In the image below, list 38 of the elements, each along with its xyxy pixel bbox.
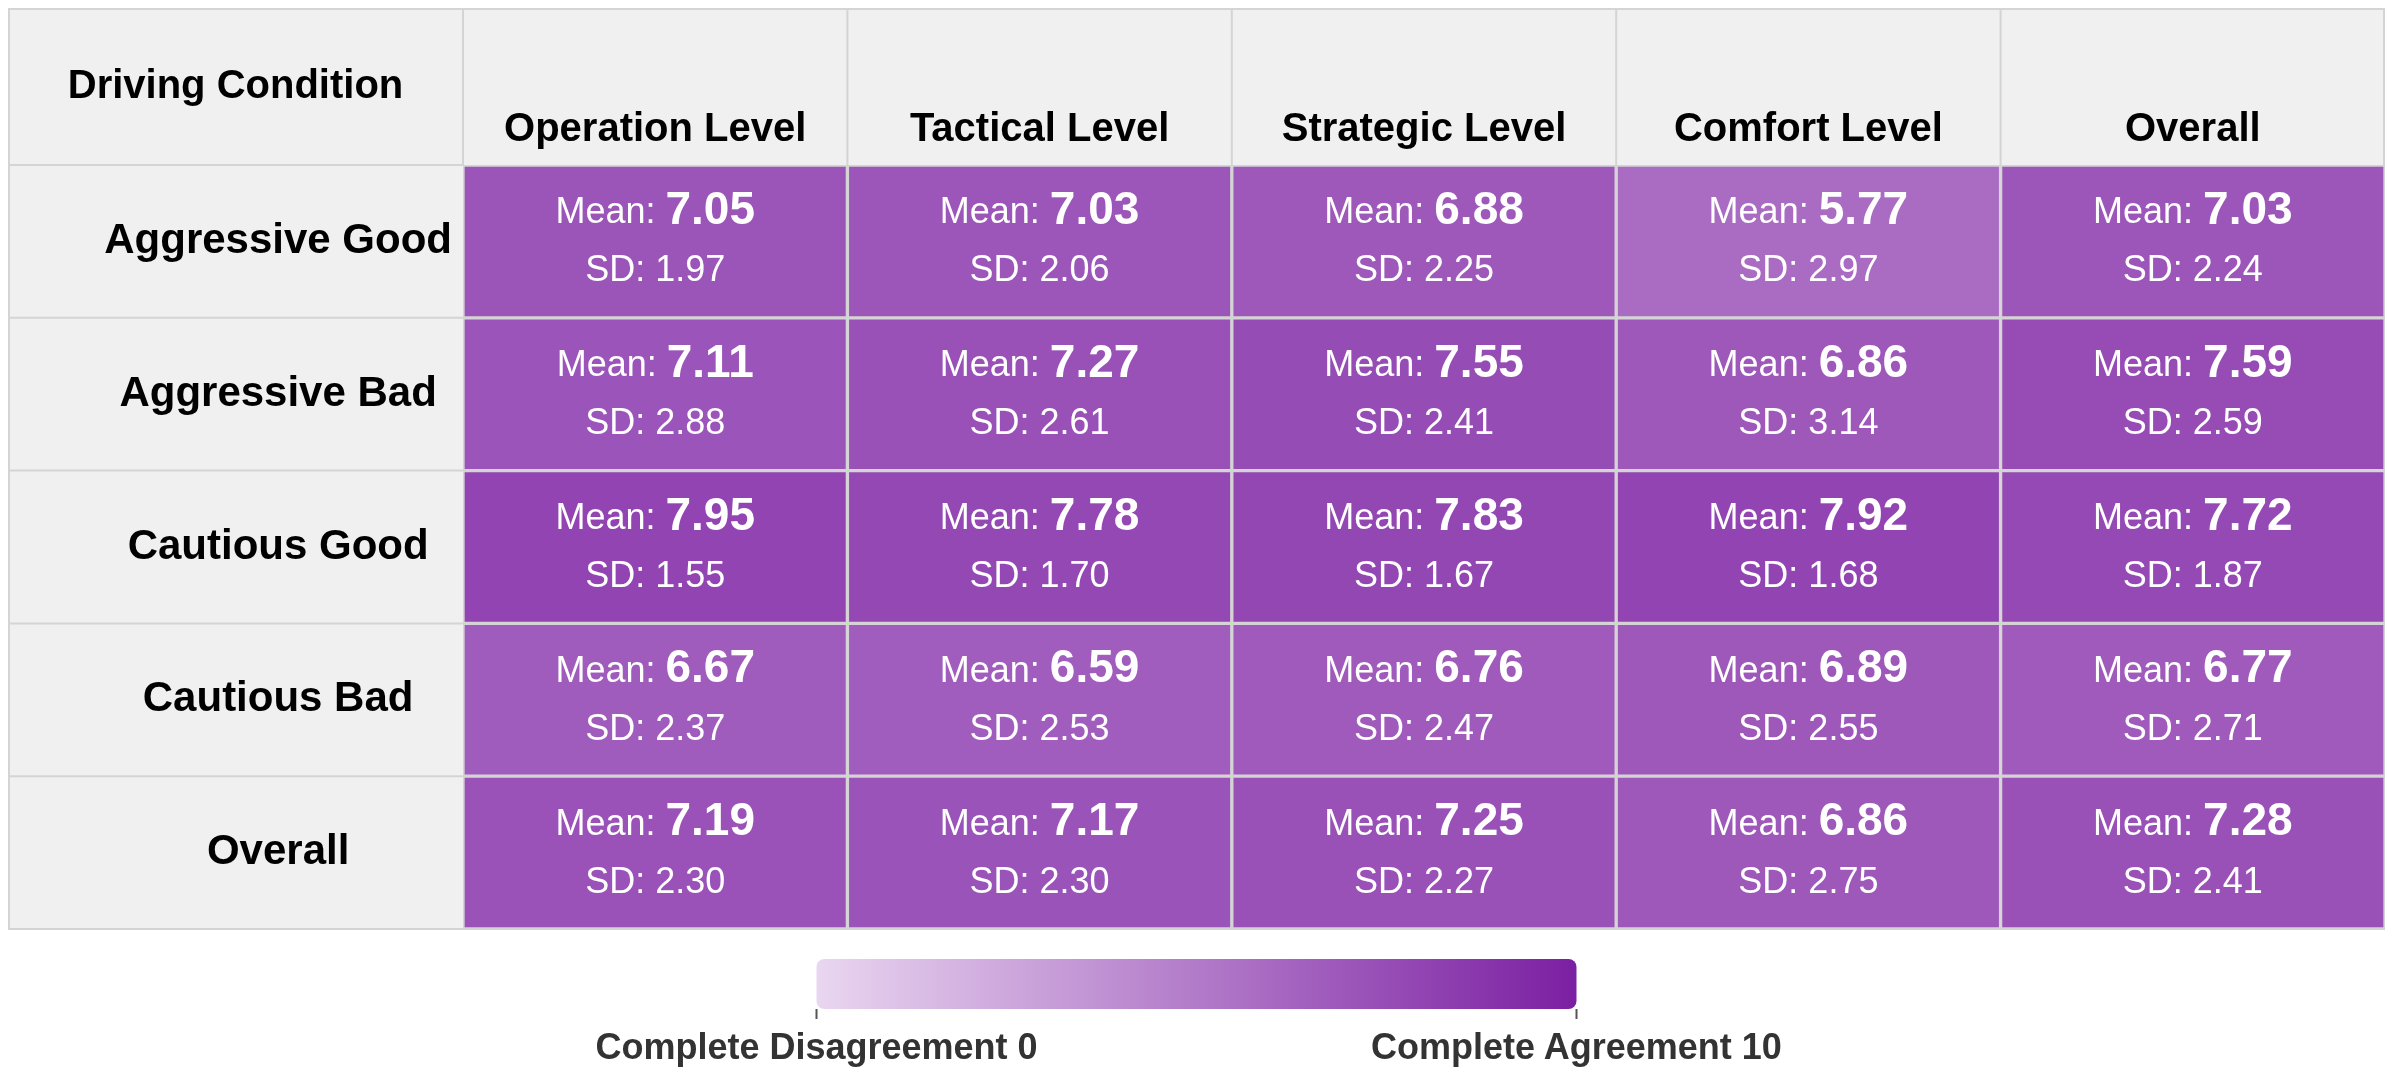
x-tick-label: Tactical Level (909, 105, 1170, 150)
data-label: Mean: 7.11 SD: 2.88 (556, 334, 754, 443)
y-tick-label: Overall (206, 826, 350, 874)
data-label: Mean: 7.28 SD: 2.41 (2093, 793, 2293, 901)
data-label: Mean: 7.78 SD: 1.70 (939, 487, 1140, 595)
data-label: Mean: 6.76 SD: 2.47 (1324, 640, 1524, 748)
y-axis-title: Driving Condition (67, 61, 404, 106)
y-tick-label: Aggressive Bad (119, 367, 437, 415)
data-label: Mean: 7.59 SD: 2.59 (2093, 334, 2293, 443)
data-label: Mean: 7.19 SD: 2.30 (555, 793, 755, 901)
data-label: Mean: 7.03 SD: 2.06 (939, 182, 1140, 290)
data-label: Mean: 6.86 SD: 2.75 (1708, 793, 1909, 901)
data-label: Mean: 6.89 SD: 2.55 (1708, 640, 1909, 748)
x-tick-label: Comfort Level (1673, 105, 1943, 150)
data-label: Mean: 6.59 SD: 2.53 (939, 640, 1140, 748)
data-label: Mean: 7.92 SD: 1.68 (1708, 487, 1909, 595)
data-label: Mean: 7.25 SD: 2.27 (1324, 793, 1524, 901)
data-label: Mean: 7.03 SD: 2.24 (2093, 182, 2293, 290)
y-tick-label: Aggressive Good (104, 214, 453, 262)
color-bar-label: Complete Agreement 10 (1371, 1025, 1782, 1067)
data-label: Mean: 7.83 SD: 1.67 (1324, 487, 1524, 595)
x-tick-label: Operation Level (504, 105, 807, 150)
data-label: Mean: 7.17 SD: 2.30 (939, 793, 1140, 901)
color-bar-label: Complete Disagreement 0 (595, 1025, 1038, 1067)
x-tick-label: Overall (2124, 105, 2261, 150)
data-label: Mean: 5.77 SD: 2.97 (1708, 182, 1909, 290)
data-label: Mean: 6.86 SD: 3.14 (1708, 334, 1909, 443)
x-tick-label: Strategic Level (1281, 105, 1567, 150)
data-label: Mean: 6.77 SD: 2.71 (2093, 640, 2293, 748)
y-tick-label: Cautious Good (127, 520, 429, 568)
data-label: Mean: 6.88 SD: 2.25 (1324, 182, 1524, 290)
data-label: Mean: 6.67 SD: 2.37 (555, 640, 755, 748)
data-label: Mean: 7.05 SD: 1.97 (555, 182, 755, 290)
data-label: Mean: 7.55 SD: 2.41 (1324, 334, 1524, 443)
data-label: Mean: 7.27 SD: 2.61 (939, 334, 1140, 443)
data-label: Mean: 7.95 SD: 1.55 (555, 487, 755, 595)
data-label: Mean: 7.72 SD: 1.87 (2093, 487, 2293, 595)
y-tick-label: Cautious Bad (142, 673, 414, 721)
